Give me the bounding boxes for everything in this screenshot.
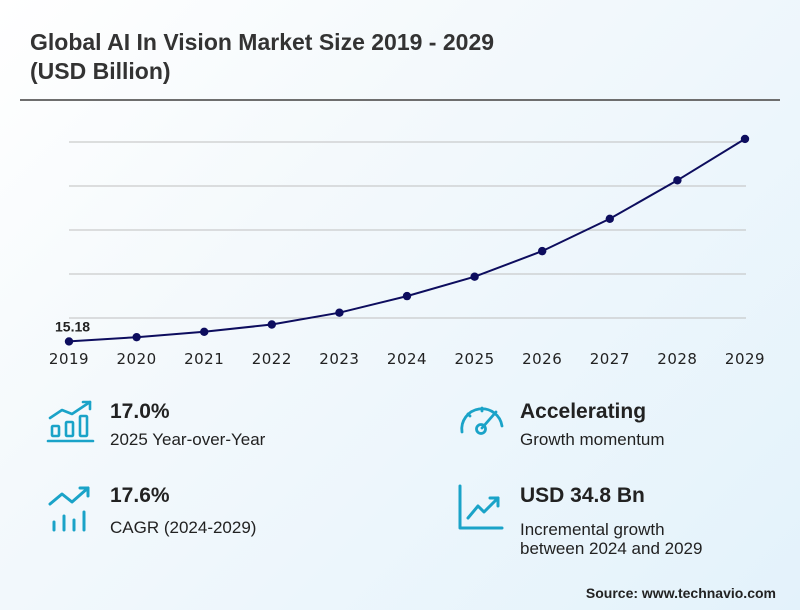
x-tick-label: 2020 bbox=[117, 350, 157, 368]
data-point bbox=[267, 320, 276, 329]
data-point bbox=[132, 332, 141, 342]
trend-chart-icon bbox=[458, 484, 504, 530]
stat-cagr: 17.6% CAGR (2024-2029) bbox=[46, 482, 346, 542]
x-tick-label: 2025 bbox=[455, 350, 495, 368]
x-tick-label: 2028 bbox=[657, 350, 697, 368]
data-point bbox=[673, 176, 682, 185]
line-chart: 2019 2020 2021 2022 2023 2024 2025 2026 2027 2028… bbox=[49, 134, 765, 368]
stat-description: Growth momentum bbox=[520, 430, 665, 449]
trend-bars-icon bbox=[48, 486, 90, 532]
stat-value: USD 34.8 Bn bbox=[520, 484, 645, 507]
x-tick-label: 2023 bbox=[319, 350, 359, 368]
x-tick-label: 2022 bbox=[252, 350, 292, 368]
data-point bbox=[335, 308, 344, 317]
stat-description-line-1: Incremental growth bbox=[520, 520, 665, 539]
x-tick-label: 2026 bbox=[522, 350, 562, 368]
title-line-1: Global AI In Vision Market Size 2019 - 2… bbox=[30, 29, 495, 55]
series-line bbox=[68, 138, 746, 343]
x-tick-label: 2021 bbox=[184, 350, 224, 368]
stat-value: 17.6% bbox=[110, 484, 170, 507]
x-tick-label: 2029 bbox=[725, 350, 765, 368]
stat-description-line-2: between 2024 and 2029 bbox=[520, 539, 703, 558]
speedometer-icon bbox=[460, 406, 504, 435]
title-line-2: (USD Billion) bbox=[30, 58, 171, 84]
data-point bbox=[64, 337, 74, 346]
stat-description: CAGR (2024-2029) bbox=[110, 518, 257, 537]
stat-value: 17.0% bbox=[110, 400, 170, 423]
stat-incremental: USD 34.8 Bn Incremental growth between 2… bbox=[456, 482, 776, 562]
data-label: 15.18 bbox=[55, 318, 90, 334]
stat-description: 2025 Year-over-Year bbox=[110, 430, 266, 449]
data-point bbox=[605, 214, 614, 223]
data-point bbox=[470, 272, 479, 281]
stat-momentum: Accelerating Growth momentum bbox=[456, 398, 756, 458]
chart-title: Global AI In Vision Market Size 2019 - 2… bbox=[30, 28, 650, 86]
data-point bbox=[538, 246, 547, 256]
x-tick-label: 2024 bbox=[387, 350, 427, 368]
x-tick-label: 2019 bbox=[49, 350, 89, 368]
source-credit: Source: www.technavio.com bbox=[585, 585, 776, 601]
data-point bbox=[200, 327, 209, 337]
title-divider bbox=[20, 99, 780, 101]
data-point bbox=[402, 291, 412, 301]
bar-chart-growth-icon bbox=[46, 400, 95, 443]
stat-value: Accelerating bbox=[520, 400, 647, 423]
stat-yoy: 17.0% 2025 Year-over-Year bbox=[46, 398, 346, 458]
x-tick-label: 2027 bbox=[590, 350, 630, 368]
data-point bbox=[740, 134, 750, 144]
